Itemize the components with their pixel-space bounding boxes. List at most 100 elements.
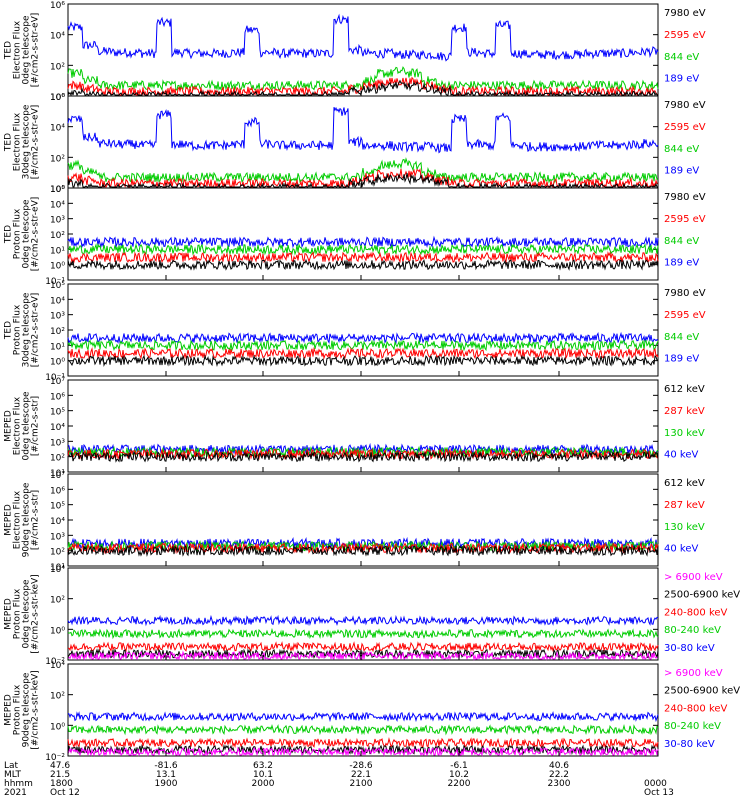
series-line: [67, 711, 659, 723]
panel-1: 10⁰ 10² 10⁴ 10⁶ TEDElectron Flux0deg telesco…: [4, 1, 706, 103]
x-tick-label: Oct 12: [50, 788, 80, 798]
x-axis-row-label: hhmm: [4, 779, 33, 789]
legend-entry: 844 eV: [664, 52, 699, 63]
x-axis-row-label: Lat: [4, 761, 19, 771]
y-axis-label: MEPEDProton Flux0deg telescope[#/cm2-s-s…: [4, 574, 41, 653]
y-tick-label: 10⁰: [50, 358, 65, 368]
legend-entry: 189 eV: [664, 166, 699, 177]
y-axis-label-line: Proton Flux: [13, 588, 23, 639]
x-tick-label: -81.6: [154, 761, 178, 771]
y-axis-label: MEPEDProton Flux90deg telescope[#/cm2-s-…: [4, 670, 41, 749]
y-axis-label-line: [#/cm2-s-str]: [31, 396, 41, 456]
series-line: [67, 450, 659, 463]
legend-entry: 612 keV: [664, 384, 705, 395]
panel-4: 10⁻¹ 10⁰ 10¹ 10² 10³ 10⁴ 10⁵ TEDProton Flux30de…: [4, 281, 706, 383]
x-tick-label: 0000: [644, 779, 667, 789]
series-line: [67, 106, 659, 154]
y-tick-label: 10²: [50, 154, 65, 164]
y-axis-label-line: TED: [4, 41, 14, 60]
x-tick-label: 40.6: [549, 761, 569, 771]
y-tick-label: 10⁻¹: [45, 373, 65, 383]
legend-entry: 7980 eV: [664, 288, 706, 299]
series-line: [67, 331, 659, 345]
y-tick-label: 10²: [50, 62, 65, 72]
y-tick-label: 10⁴: [50, 32, 65, 42]
y-tick-label: 10²: [50, 692, 65, 702]
panel-6: 10¹ 10² 10³ 10⁴ 10⁵ 10⁶ 10⁷ MEPEDElectron Flux9…: [4, 471, 705, 573]
legend-entry: 40 keV: [664, 544, 698, 555]
y-tick-label: 10¹: [50, 342, 65, 352]
series-line: [67, 66, 659, 92]
y-tick-label: 10⁴: [50, 124, 65, 134]
y-axis-label-line: MEPED: [4, 694, 14, 726]
x-tick-label: 10.1: [253, 770, 273, 780]
legend-entry: 287 keV: [664, 500, 705, 511]
y-tick-label: 10²: [50, 454, 65, 464]
y-axis-label-line: 0deg telescope: [22, 15, 32, 85]
legend-entry: 80-240 keV: [664, 721, 721, 732]
y-axis-label-line: 30deg telescope: [22, 292, 32, 367]
y-axis-label: TEDProton Flux0deg telescope[#/cm2-s-str…: [4, 197, 41, 272]
x-tick-label: 2000: [252, 779, 275, 789]
panel-3: 10⁻¹ 10⁰ 10¹ 10² 10³ 10⁴ 10⁵ TEDProton Flux0deg…: [4, 185, 706, 287]
series-line: [67, 157, 659, 184]
legend-entry: 189 eV: [664, 258, 699, 269]
y-axis-label-line: Electron Flux: [13, 490, 23, 549]
series-line: [67, 724, 659, 736]
series-line: [67, 614, 659, 627]
panel-5: 10¹ 10² 10³ 10⁴ 10⁵ 10⁶ 10⁷ MEPEDElectron Flux0…: [4, 377, 705, 479]
y-axis-label: MEPEDElectron Flux0deg telescope[#/cm2-s…: [4, 391, 41, 461]
x-tick-label: 22.2: [549, 770, 569, 780]
y-tick-label: 10¹: [50, 246, 65, 256]
y-axis-label: TEDProton Flux30deg telescope[#/cm2-s-st…: [4, 292, 41, 367]
legend-entry: 2500-6900 keV: [664, 590, 740, 601]
x-axis-row-label: MLT: [4, 770, 22, 780]
x-tick-label: 2300: [548, 779, 571, 789]
y-axis-label-line: Electron Flux: [13, 396, 23, 455]
legend-entry: 612 keV: [664, 478, 705, 489]
series-line: [67, 250, 659, 264]
y-tick-label: 10⁶: [50, 93, 65, 103]
y-tick-label: 10⁰: [50, 722, 65, 732]
y-tick-label: 10⁶: [50, 392, 65, 402]
x-axis-row-label: 2021: [4, 788, 27, 798]
y-tick-label: 10⁶: [50, 1, 65, 11]
y-axis-label-line: 0deg telescope: [22, 579, 32, 649]
y-axis-label-line: MEPED: [4, 504, 14, 536]
x-tick-label: 13.1: [156, 770, 176, 780]
legend-entry: > 6900 keV: [664, 668, 723, 679]
y-tick-label: 10⁰: [50, 185, 65, 195]
y-tick-label: 10³: [50, 216, 65, 226]
y-tick-label: 10⁻¹: [45, 277, 65, 287]
panel-7: 10⁻² 10⁰ 10² 10⁴ MEPEDProton Flux0deg telesc…: [4, 565, 741, 667]
x-tick-label: -6.1: [450, 761, 468, 771]
y-tick-label: 10¹: [50, 469, 65, 479]
y-tick-label: 10⁵: [50, 502, 65, 512]
y-axis-label-line: [#/cm2-s-str-keV]: [31, 574, 41, 653]
legend-entry: 287 keV: [664, 406, 705, 417]
y-axis-label-line: 0deg telescope: [22, 199, 32, 269]
legend-entry: 2595 eV: [664, 122, 706, 133]
legend-entry: 240-800 keV: [664, 607, 728, 618]
y-tick-label: 10⁰: [50, 626, 65, 636]
y-axis-label-line: Proton Flux: [13, 304, 23, 355]
legend-entry: 240-800 keV: [664, 703, 728, 714]
x-tick-label: 10.2: [449, 770, 469, 780]
x-tick-label: 1900: [155, 779, 178, 789]
legend-entry: 189 eV: [664, 354, 699, 365]
legend-entry: 2595 eV: [664, 310, 706, 321]
series-line: [67, 627, 659, 640]
y-axis-label-line: 90deg telescope: [22, 482, 32, 557]
y-tick-label: 10³: [50, 312, 65, 322]
y-axis-label-line: Proton Flux: [13, 684, 23, 735]
y-axis-label-line: [#/cm2-s-str]: [31, 490, 41, 550]
y-axis-label-line: 90deg telescope: [22, 672, 32, 747]
y-axis-label-line: TED: [4, 321, 14, 340]
y-axis-label-line: [#/cm2-s-str-eV]: [31, 13, 41, 88]
legend-entry: 2595 eV: [664, 214, 706, 225]
y-tick-label: 10⁵: [50, 408, 65, 418]
legend-entry: 7980 eV: [664, 100, 706, 111]
y-tick-label: 10⁰: [50, 262, 65, 272]
series-line: [67, 544, 659, 557]
